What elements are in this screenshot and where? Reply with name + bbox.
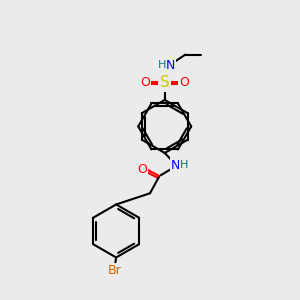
- Text: H: H: [180, 160, 188, 170]
- Text: Br: Br: [108, 264, 122, 277]
- Text: O: O: [140, 76, 150, 89]
- Text: N: N: [165, 59, 175, 72]
- Text: O: O: [179, 76, 189, 89]
- Text: H: H: [158, 60, 166, 70]
- Text: S: S: [160, 75, 169, 90]
- Text: O: O: [137, 163, 147, 176]
- Text: N: N: [171, 159, 181, 172]
